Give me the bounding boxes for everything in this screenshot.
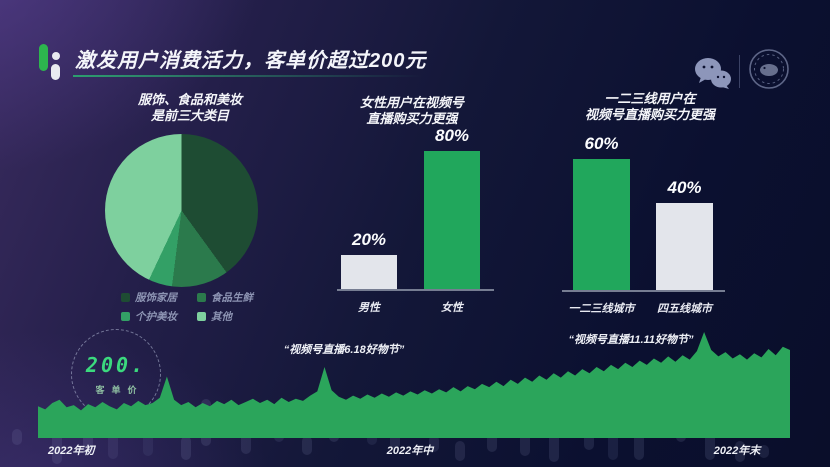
city-axis-line [562, 290, 725, 292]
city-title-line2: 视频号直播购买力更强 [584, 107, 715, 122]
brand-logo-dot-icon [52, 52, 60, 60]
header-divider [739, 55, 740, 88]
x-label-year-start: 2022年初 [48, 445, 95, 457]
bar [656, 203, 713, 291]
trend-area-chart [38, 332, 790, 438]
pie-chart-title: 服饰、食品和美妆 是前三大类目 [88, 92, 292, 124]
title-underline [73, 75, 423, 77]
equalizer-pill [180, 436, 191, 460]
wechat-logo-icon [695, 58, 731, 89]
bar-value-label: 40% [667, 178, 702, 197]
gender-chart-title: 女性用户在视频号 直播购买力更强 [310, 95, 514, 127]
legend-item: 食品生鲜 [197, 290, 253, 305]
channels-logo-icon [749, 49, 789, 89]
equalizer-pill [704, 428, 715, 461]
bar-category-label: 女性 [441, 302, 463, 314]
pie-title-line1: 服饰、食品和美妆 [137, 92, 242, 107]
order-value-badge: 200. 客单价 [71, 329, 161, 419]
order-value-number: 200. [85, 352, 147, 377]
bar [341, 255, 397, 290]
equalizer-pill [142, 421, 153, 457]
equalizer-pill [759, 444, 770, 459]
bar-column: 40% 四五线城市 [656, 178, 713, 315]
equalizer-pill [241, 427, 252, 455]
annotation-618-festival: “视频号直播6.18好物节” [283, 344, 405, 356]
pie-chart [105, 134, 258, 287]
legend-item: 其他 [197, 309, 253, 324]
x-label-year-end: 2022年末 [713, 445, 761, 457]
gender-bar-chart: 20% 男性 80% 女性 [341, 126, 480, 314]
brand-logo-icon [39, 44, 48, 71]
bar [573, 159, 630, 291]
equalizer-pill [487, 433, 498, 453]
equalizer-pill [549, 415, 560, 463]
bar-category-label: 男性 [358, 302, 380, 314]
bar-column: 80% 女性 [424, 126, 480, 314]
equalizer-pill [51, 418, 62, 464]
bar [424, 151, 480, 290]
pie-title-line2: 是前三大类目 [150, 108, 229, 123]
equalizer-pill [454, 440, 465, 462]
equalizer-pill [429, 434, 440, 452]
bar-column: 60% 一二三线城市 [569, 134, 635, 315]
legend-swatch [197, 293, 206, 302]
equalizer-pill [735, 440, 746, 463]
legend-swatch [197, 312, 206, 321]
bar-category-label: 四五线城市 [657, 303, 712, 315]
bar-value-label: 20% [351, 230, 387, 249]
bar-column: 20% 男性 [341, 230, 397, 314]
legend-swatch [121, 293, 130, 302]
bar-value-label: 60% [584, 134, 619, 153]
equalizer-pill [302, 436, 313, 456]
city-bar-chart: 60% 一二三线城市 40% 四五线城市 [569, 129, 713, 315]
order-value-label: 客单价 [95, 384, 144, 395]
equalizer-pill [12, 429, 22, 445]
x-label-year-mid: 2022年中 [386, 445, 434, 457]
legend-swatch [121, 312, 130, 321]
bar-value-label: 80% [434, 126, 470, 145]
legend-item: 服饰家居 [121, 290, 177, 305]
gender-axis-line [337, 289, 494, 291]
brand-logo-pill-icon [51, 64, 60, 80]
equalizer-pill [82, 428, 93, 455]
equalizer-pill [108, 419, 119, 460]
annotation-1111-festival: “视频号直播11.11好物节” [568, 334, 694, 346]
page-title: 激发用户消费活力，客单价超过200元 [75, 50, 427, 72]
gender-title-line2: 直播购买力更强 [366, 111, 458, 126]
city-title-line1: 一二三线用户在 [604, 91, 696, 106]
bar-category-label: 一二三线城市 [568, 303, 635, 315]
gender-title-line1: 女性用户在视频号 [359, 95, 464, 110]
pie-legend: 服饰家居 食品生鲜个护美妆 其他 [121, 290, 253, 324]
city-chart-title: 一二三线用户在 视频号直播购买力更强 [548, 91, 752, 123]
equalizer-pill [607, 421, 618, 461]
legend-item: 个护美妆 [121, 309, 177, 324]
